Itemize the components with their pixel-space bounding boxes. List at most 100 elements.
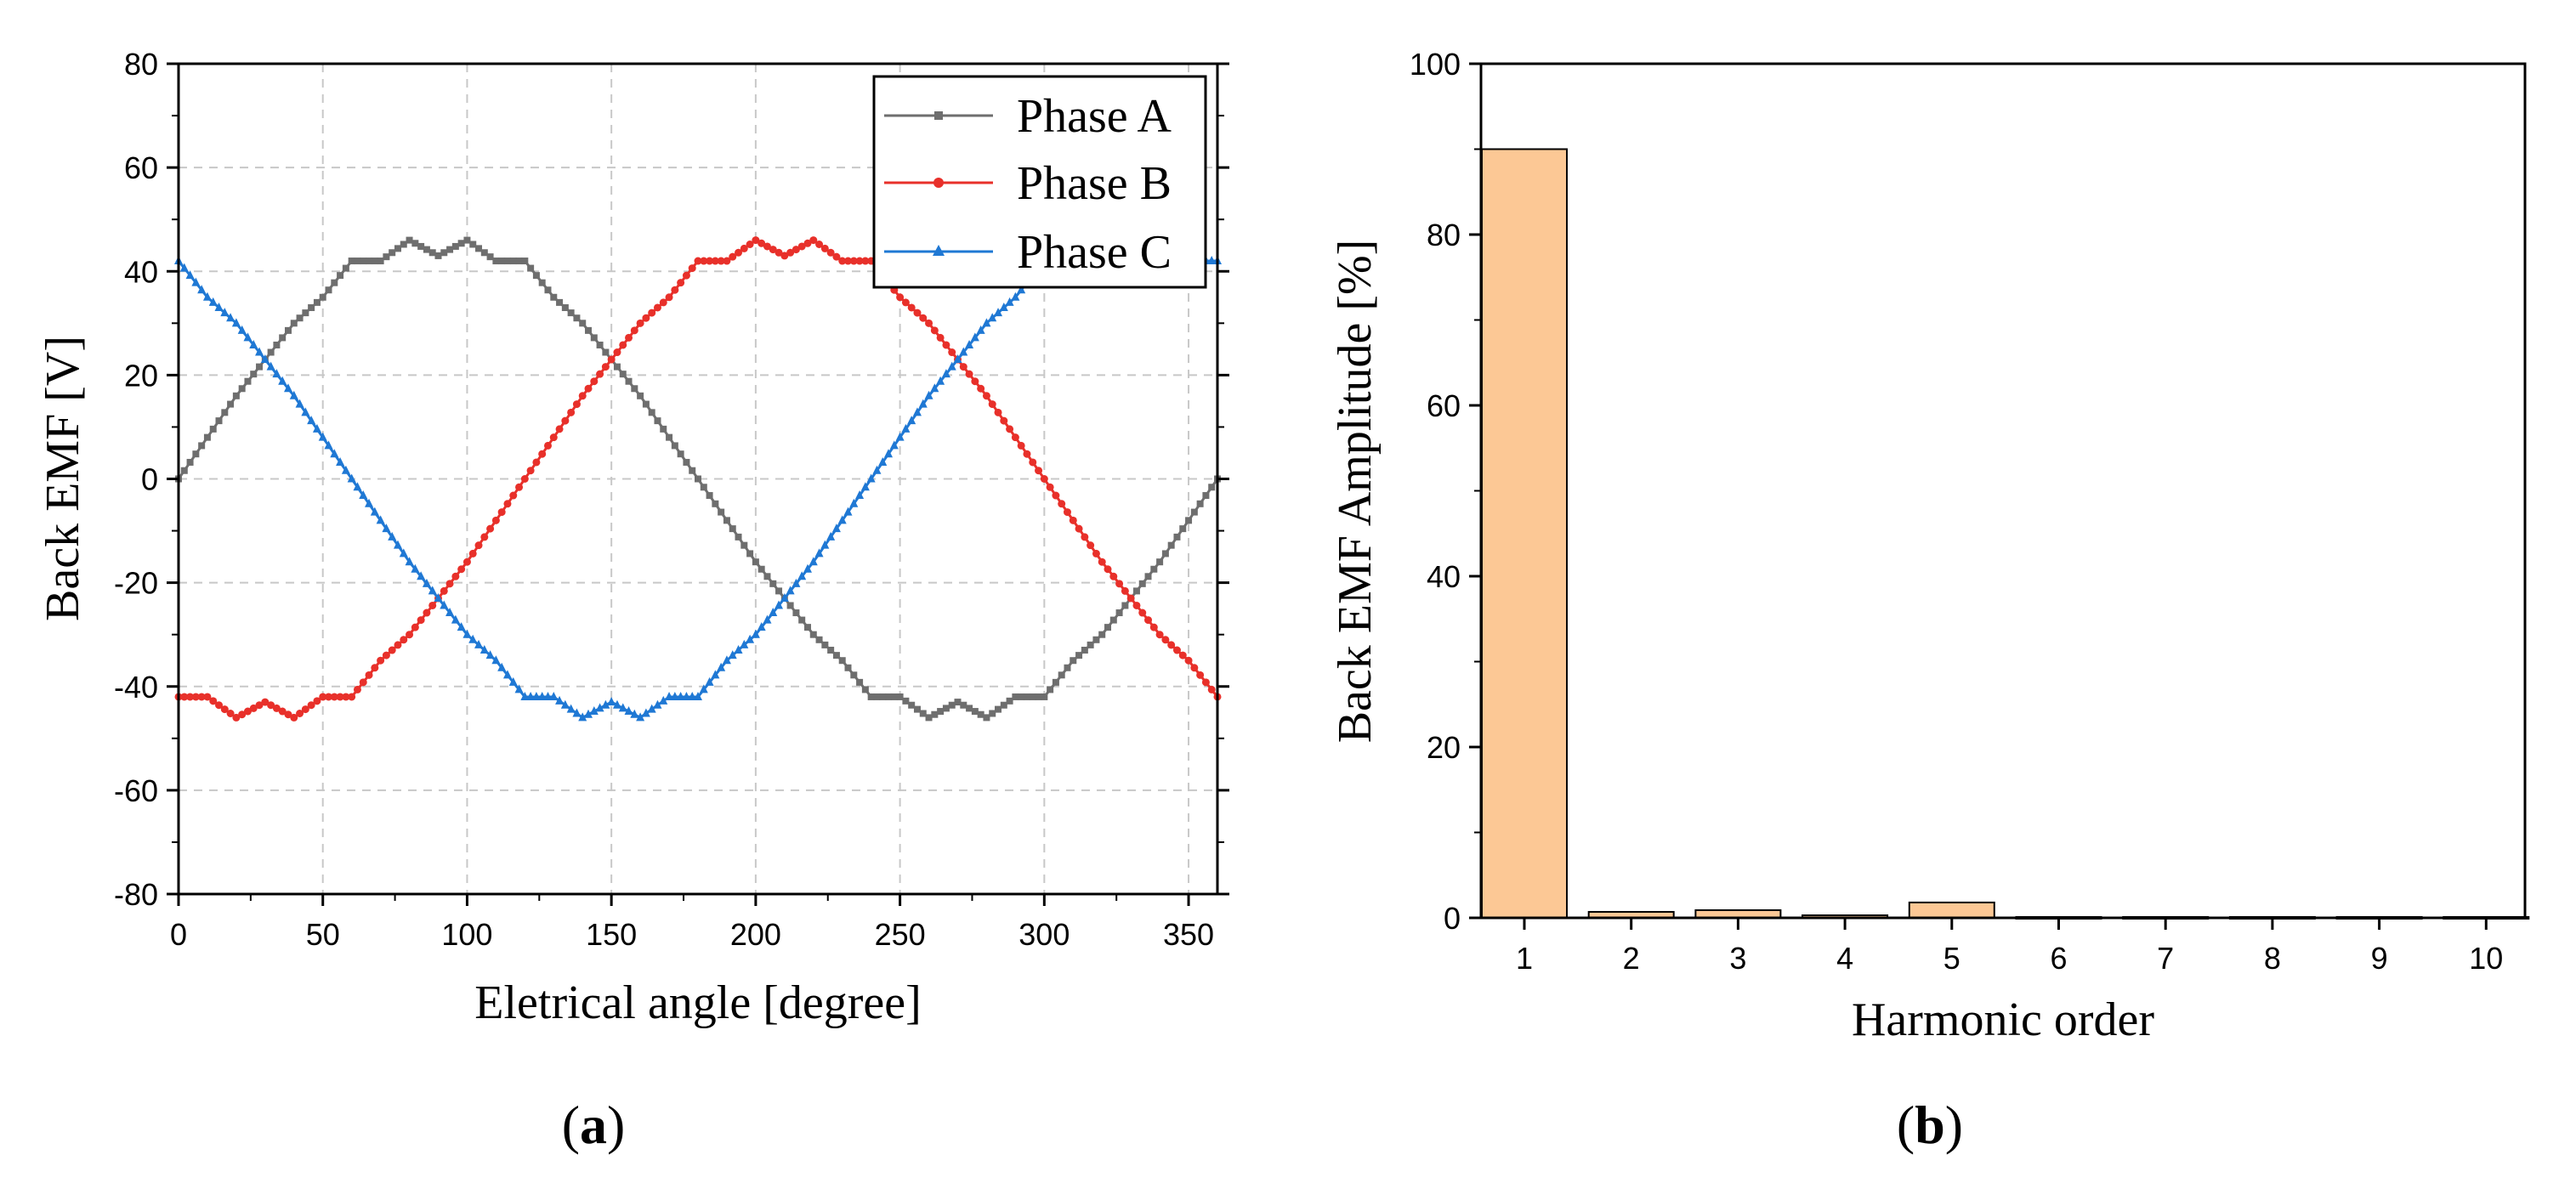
point-marker [249,339,258,348]
a-x-tick-label: 50 [306,917,340,952]
point-marker [642,314,650,322]
point-marker [757,622,766,631]
point-marker [919,710,927,717]
point-marker [388,646,396,654]
point-marker [451,572,460,580]
point-marker [838,657,846,665]
point-marker [677,450,684,458]
a-y-tick-label: -20 [114,566,158,601]
panel-label-a: (a) [562,1095,626,1155]
point-marker [502,670,512,679]
point-marker [1115,609,1123,617]
point-marker [191,277,201,286]
point-marker [728,650,737,659]
point-marker [1115,580,1124,588]
point-marker [289,390,298,399]
a-legend: Phase A Phase B Phase C [872,75,1207,289]
point-marker [1011,292,1020,301]
point-marker [179,263,189,272]
panel-label-b: (b) [1897,1095,1963,1155]
b-x-tick-label: 5 [1943,941,1960,976]
point-marker [648,308,656,317]
point-marker [775,600,784,609]
point-marker [520,475,529,483]
point-marker [428,586,437,595]
point-marker [913,308,922,317]
point-marker [613,363,621,371]
point-marker [365,498,374,507]
point-marker [895,432,905,441]
point-marker [861,686,869,693]
point-marker [186,693,195,701]
point-marker [383,253,390,261]
point-marker [283,383,292,393]
panel-label-a-letter: a [580,1095,607,1155]
point-marker [763,242,771,251]
point-marker [619,341,627,349]
point-marker [278,376,287,385]
point-marker [1040,475,1048,483]
b-y-axis-title: Back EMF Amplitude [%] [1329,240,1382,744]
point-marker [226,710,235,718]
point-marker [780,592,789,602]
point-marker [947,361,956,371]
a-y-axis-title: Back EMF [V] [37,336,89,621]
point-marker [220,308,230,317]
point-marker [682,691,691,700]
point-marker [971,708,979,716]
point-marker [290,320,298,327]
point-marker [1018,693,1025,700]
point-marker [538,279,546,286]
point-marker [376,515,385,524]
point-marker [982,318,991,327]
point-marker [809,557,818,566]
point-marker [531,691,541,700]
point-marker [717,662,726,671]
point-marker [198,442,206,450]
point-marker [526,467,535,475]
point-marker [549,691,559,700]
point-marker [220,705,229,714]
point-marker [1046,483,1054,491]
point-marker [185,270,195,280]
point-marker [301,705,309,714]
point-marker [312,423,321,433]
point-marker [515,258,523,265]
point-marker [798,616,806,624]
point-marker [1087,541,1095,550]
point-marker [515,483,524,491]
point-marker [700,484,707,491]
point-marker [994,308,1003,317]
a-series-group [174,235,1222,722]
point-marker [803,239,812,247]
point-marker [1092,549,1100,558]
b-y-tick-label: 100 [1410,47,1461,82]
point-marker [331,279,338,286]
point-marker [1035,693,1042,700]
point-marker [688,691,697,700]
point-marker [861,257,870,265]
point-marker [584,384,593,393]
point-marker [1132,587,1140,595]
legend-label-phase-a: Phase A [1017,90,1172,143]
point-marker [1126,594,1135,603]
point-marker [803,563,812,573]
point-marker [607,355,616,364]
point-marker [1047,686,1054,693]
point-marker [256,363,264,371]
point-marker [718,508,725,516]
point-marker [1161,550,1169,558]
point-marker [325,693,333,701]
legend-label-phase-c: Phase C [1017,226,1172,279]
point-marker [1000,416,1008,425]
point-marker [353,685,361,693]
point-marker [209,425,217,433]
point-marker [647,704,656,713]
point-marker [924,390,933,399]
point-marker [1167,641,1176,649]
point-marker [930,383,939,393]
point-marker [1023,693,1030,700]
point-marker [214,302,224,311]
point-marker [578,392,587,400]
point-marker [849,498,859,507]
